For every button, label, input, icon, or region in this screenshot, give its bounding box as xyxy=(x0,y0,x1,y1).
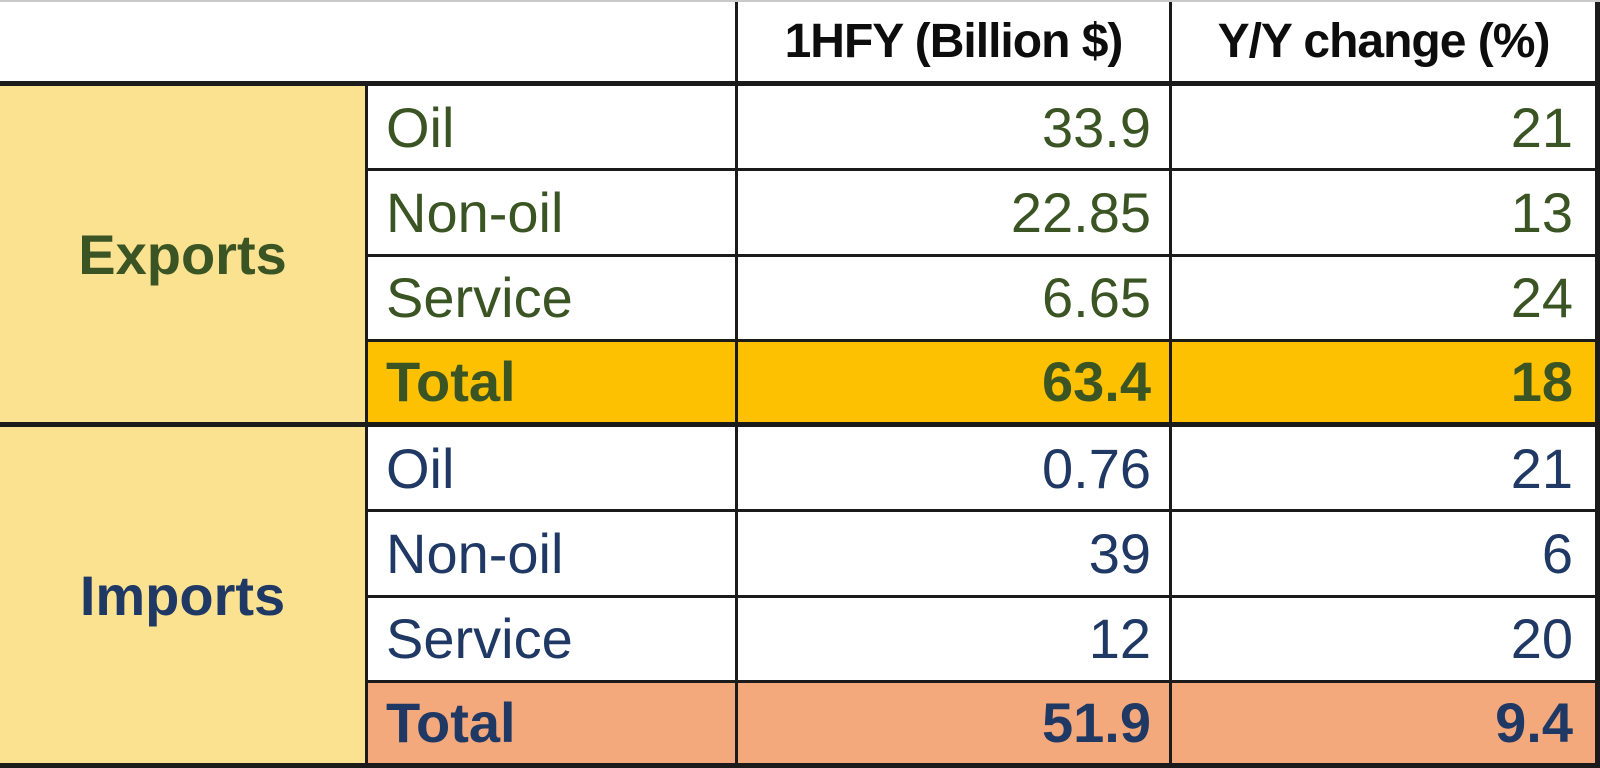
cell-imports-oil-change: 21 xyxy=(1172,427,1600,513)
cell-exports-oil-value: 33.9 xyxy=(738,86,1172,172)
cell-exports-nonoil-label: Non-oil xyxy=(368,171,738,257)
cell-imports-total-label: Total xyxy=(368,682,738,768)
cell-imports-total-value: 51.9 xyxy=(738,682,1172,768)
group-cell-exports: Exports xyxy=(0,86,368,427)
cell-imports-service-label: Service xyxy=(368,597,738,683)
cell-imports-total-change: 9.4 xyxy=(1172,682,1600,768)
cell-exports-service-value: 6.65 xyxy=(738,256,1172,342)
cell-exports-service-label: Service xyxy=(368,256,738,342)
cell-exports-total-value: 63.4 xyxy=(738,341,1172,427)
header-blank-cell xyxy=(0,2,738,86)
header-col-yy-change: Y/Y change (%) xyxy=(1172,2,1600,86)
cell-exports-nonoil-change: 13 xyxy=(1172,171,1600,257)
cell-exports-service-change: 24 xyxy=(1172,256,1600,342)
cell-imports-oil-label: Oil xyxy=(368,427,738,513)
cell-exports-oil-label: Oil xyxy=(368,86,738,172)
cell-exports-total-label: Total xyxy=(368,341,738,427)
group-cell-imports: Imports xyxy=(0,427,368,768)
cell-imports-oil-value: 0.76 xyxy=(738,427,1172,513)
cell-exports-oil-change: 21 xyxy=(1172,86,1600,172)
cell-imports-nonoil-value: 39 xyxy=(738,512,1172,598)
cell-exports-nonoil-value: 22.85 xyxy=(738,171,1172,257)
cell-imports-nonoil-label: Non-oil xyxy=(368,512,738,598)
cell-exports-total-change: 18 xyxy=(1172,341,1600,427)
header-col-1hfy: 1HFY (Billion $) xyxy=(738,2,1172,86)
cell-imports-service-change: 20 xyxy=(1172,597,1600,683)
cell-imports-service-value: 12 xyxy=(738,597,1172,683)
cell-imports-nonoil-change: 6 xyxy=(1172,512,1600,598)
